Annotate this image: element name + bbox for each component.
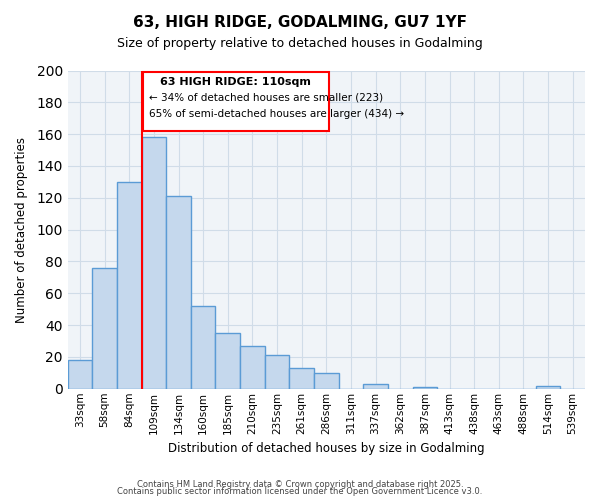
Bar (240, 346, 265, 389)
Y-axis label: Number of detached properties: Number of detached properties (15, 136, 28, 322)
Bar (191, 306, 215, 389)
Text: 65% of semi-detached houses are larger (434) →: 65% of semi-detached houses are larger (… (149, 108, 404, 118)
Text: Size of property relative to detached houses in Godalming: Size of property relative to detached ho… (117, 38, 483, 51)
FancyBboxPatch shape (143, 72, 329, 131)
Bar (265, 356, 289, 389)
Bar (289, 368, 314, 389)
Text: Contains HM Land Registry data © Crown copyright and database right 2025.: Contains HM Land Registry data © Crown c… (137, 480, 463, 489)
Text: ← 34% of detached houses are smaller (223): ← 34% of detached houses are smaller (22… (149, 93, 383, 103)
Text: 63 HIGH RIDGE: 110sqm: 63 HIGH RIDGE: 110sqm (160, 77, 311, 87)
Bar (215, 333, 240, 389)
Bar (536, 386, 560, 389)
Bar (166, 196, 191, 389)
Bar (92, 268, 117, 389)
Bar (142, 138, 166, 389)
X-axis label: Distribution of detached houses by size in Godalming: Distribution of detached houses by size … (168, 442, 485, 455)
Bar (413, 387, 437, 389)
Bar (117, 182, 142, 389)
Bar (363, 384, 388, 389)
Text: 63, HIGH RIDGE, GODALMING, GU7 1YF: 63, HIGH RIDGE, GODALMING, GU7 1YF (133, 15, 467, 30)
Bar (68, 360, 92, 389)
Bar (314, 373, 338, 389)
Text: Contains public sector information licensed under the Open Government Licence v3: Contains public sector information licen… (118, 487, 482, 496)
